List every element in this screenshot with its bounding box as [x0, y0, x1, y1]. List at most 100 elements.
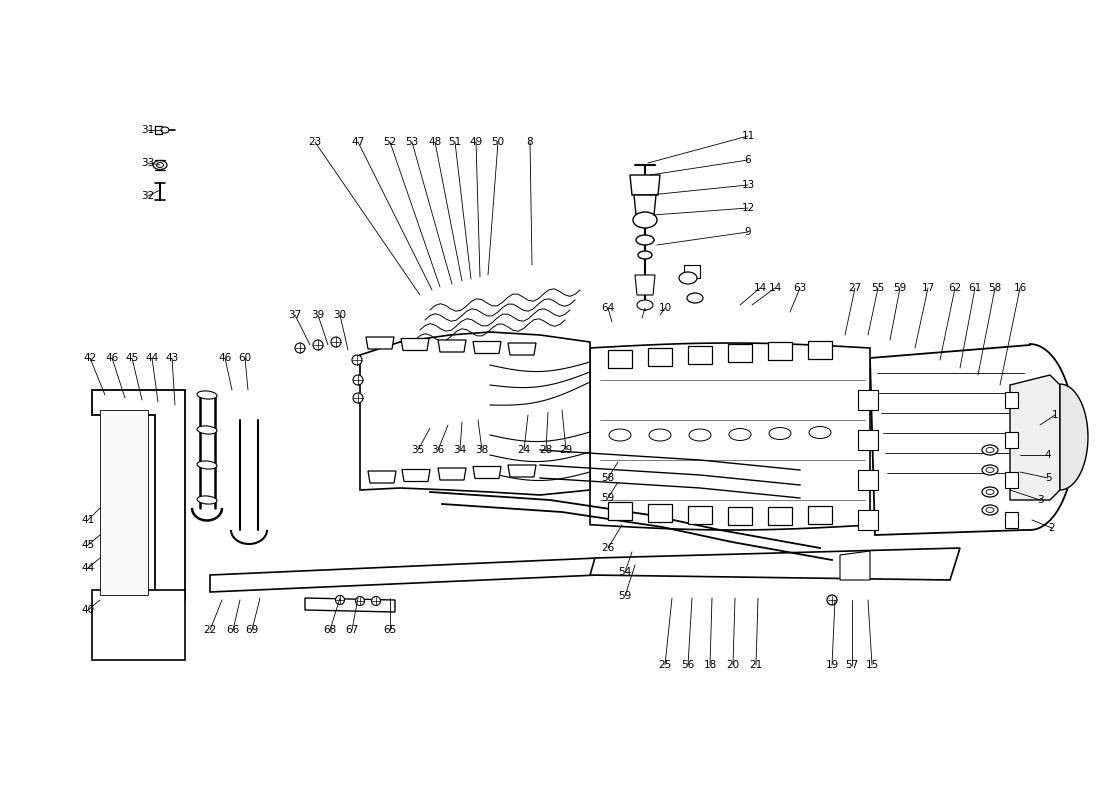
Ellipse shape: [986, 447, 994, 453]
Text: 8: 8: [527, 137, 534, 147]
Text: 64: 64: [602, 303, 615, 313]
Polygon shape: [508, 465, 536, 477]
Text: 45: 45: [81, 540, 95, 550]
Text: 66: 66: [227, 625, 240, 635]
Polygon shape: [858, 470, 878, 490]
Ellipse shape: [636, 235, 654, 245]
Polygon shape: [473, 466, 500, 478]
Text: 24: 24: [517, 445, 530, 455]
Text: 48: 48: [428, 137, 441, 147]
Polygon shape: [728, 507, 752, 525]
Text: 15: 15: [866, 660, 879, 670]
Text: 51: 51: [449, 137, 462, 147]
Polygon shape: [768, 507, 792, 525]
Polygon shape: [590, 548, 960, 580]
Text: 26: 26: [602, 543, 615, 553]
Ellipse shape: [161, 127, 169, 133]
Text: 22: 22: [204, 625, 217, 635]
Text: 27: 27: [848, 283, 861, 293]
Ellipse shape: [982, 487, 998, 497]
Text: 5: 5: [1045, 473, 1052, 483]
Text: 20: 20: [726, 660, 739, 670]
Polygon shape: [210, 558, 598, 592]
Ellipse shape: [986, 490, 994, 494]
Text: 61: 61: [968, 283, 981, 293]
Text: 1: 1: [1052, 410, 1058, 420]
Ellipse shape: [638, 251, 652, 259]
Ellipse shape: [352, 355, 362, 365]
Ellipse shape: [197, 391, 217, 399]
Text: 59: 59: [602, 493, 615, 503]
Polygon shape: [688, 506, 712, 524]
Ellipse shape: [314, 340, 323, 350]
Text: 28: 28: [539, 445, 552, 455]
Ellipse shape: [808, 426, 830, 438]
Ellipse shape: [982, 505, 998, 515]
Ellipse shape: [986, 507, 994, 513]
Text: 33: 33: [142, 158, 155, 168]
Ellipse shape: [353, 375, 363, 385]
Text: 46: 46: [106, 353, 119, 363]
Polygon shape: [305, 598, 395, 612]
Polygon shape: [858, 390, 878, 410]
Text: 44: 44: [81, 563, 95, 573]
Polygon shape: [608, 350, 632, 368]
Text: 54: 54: [618, 567, 631, 577]
Polygon shape: [858, 510, 878, 530]
Polygon shape: [1005, 392, 1018, 408]
Text: 2: 2: [1048, 523, 1055, 533]
Text: 68: 68: [323, 625, 337, 635]
Polygon shape: [630, 175, 660, 195]
Text: 30: 30: [333, 310, 346, 320]
Text: 40: 40: [81, 605, 95, 615]
Text: 37: 37: [288, 310, 301, 320]
Polygon shape: [155, 126, 162, 134]
Polygon shape: [728, 344, 752, 362]
Text: 42: 42: [84, 353, 97, 363]
Polygon shape: [438, 468, 466, 480]
Polygon shape: [100, 410, 148, 595]
Text: 16: 16: [1013, 283, 1026, 293]
Text: 14: 14: [754, 283, 767, 293]
Ellipse shape: [769, 427, 791, 439]
Ellipse shape: [637, 300, 653, 310]
Ellipse shape: [336, 595, 344, 605]
Polygon shape: [840, 551, 870, 580]
Polygon shape: [768, 342, 792, 360]
Polygon shape: [608, 502, 632, 520]
Polygon shape: [438, 340, 466, 352]
Ellipse shape: [986, 467, 994, 473]
Text: 23: 23: [308, 137, 321, 147]
Polygon shape: [684, 265, 700, 278]
Polygon shape: [402, 470, 430, 482]
Text: 50: 50: [492, 137, 505, 147]
Polygon shape: [858, 430, 878, 450]
Ellipse shape: [609, 429, 631, 441]
Text: 58: 58: [602, 473, 615, 483]
Text: 14: 14: [769, 283, 782, 293]
Text: 25: 25: [659, 660, 672, 670]
Polygon shape: [634, 195, 656, 215]
Ellipse shape: [353, 393, 363, 403]
Ellipse shape: [295, 343, 305, 353]
Ellipse shape: [355, 597, 364, 606]
Text: 47: 47: [351, 137, 364, 147]
Polygon shape: [92, 390, 185, 600]
Text: 11: 11: [741, 131, 755, 141]
Polygon shape: [808, 341, 832, 359]
Polygon shape: [635, 275, 654, 295]
Text: 67: 67: [345, 625, 359, 635]
Polygon shape: [92, 590, 185, 660]
Text: 34: 34: [453, 445, 466, 455]
Polygon shape: [688, 346, 712, 364]
Text: 32: 32: [142, 191, 155, 201]
Text: 69: 69: [245, 625, 258, 635]
Text: 12: 12: [741, 203, 755, 213]
Text: 6: 6: [745, 155, 751, 165]
Ellipse shape: [982, 445, 998, 455]
Text: 31: 31: [142, 125, 155, 135]
Polygon shape: [360, 332, 590, 495]
Polygon shape: [648, 348, 672, 366]
Polygon shape: [508, 343, 536, 355]
Text: 18: 18: [703, 660, 716, 670]
